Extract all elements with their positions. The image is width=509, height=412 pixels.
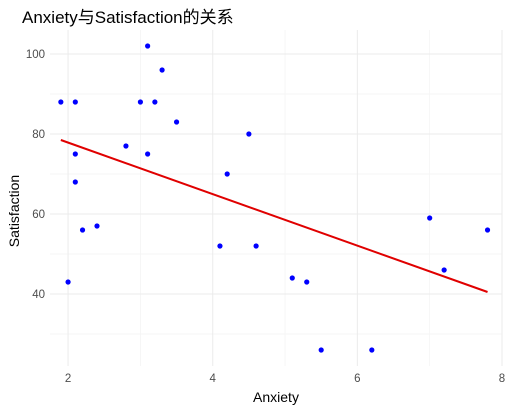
tick-labels: 2 4 6 8 40 60 80 100 <box>26 49 505 385</box>
data-point-9 <box>145 43 151 49</box>
y-tick-label-1: 60 <box>32 209 45 221</box>
data-point-11 <box>152 99 158 105</box>
data-point-18 <box>289 275 295 281</box>
y-tick-label-0: 40 <box>32 289 45 301</box>
data-point-4 <box>72 179 78 185</box>
data-point-13 <box>173 119 180 125</box>
data-point-7 <box>123 143 129 149</box>
x-axis-title: Anxiety <box>253 389 299 405</box>
x-tick-label-3: 8 <box>499 373 505 385</box>
data-point-10 <box>145 151 151 157</box>
trend-line-group <box>60 139 488 293</box>
y-tick-label-2: 80 <box>32 129 45 141</box>
data-point-15 <box>224 171 230 177</box>
data-point-23 <box>441 267 447 273</box>
data-point-22 <box>427 215 433 221</box>
data-point-0 <box>58 99 64 105</box>
data-point-1 <box>65 279 71 285</box>
data-point-19 <box>304 279 310 285</box>
data-point-8 <box>137 99 143 105</box>
data-point-24 <box>484 227 491 233</box>
data-point-5 <box>79 227 86 233</box>
data-point-12 <box>159 67 165 73</box>
data-point-2 <box>72 99 78 105</box>
chart-title: Anxiety与Satisfaction的关系 <box>22 8 234 27</box>
x-tick-label-2: 6 <box>354 373 360 385</box>
data-point-3 <box>72 151 78 157</box>
data-point-6 <box>94 223 100 229</box>
x-tick-label-1: 4 <box>210 373 217 385</box>
data-point-20 <box>318 347 324 353</box>
data-point-14 <box>217 243 223 249</box>
points-group <box>58 43 491 353</box>
data-point-21 <box>369 347 375 353</box>
data-point-17 <box>253 243 259 249</box>
data-point-16 <box>246 131 252 137</box>
grid <box>50 30 503 366</box>
x-tick-label-0: 2 <box>65 373 71 385</box>
trend-line <box>60 139 488 293</box>
y-tick-label-3: 100 <box>26 49 45 61</box>
y-axis-title: Satisfaction <box>6 175 22 247</box>
